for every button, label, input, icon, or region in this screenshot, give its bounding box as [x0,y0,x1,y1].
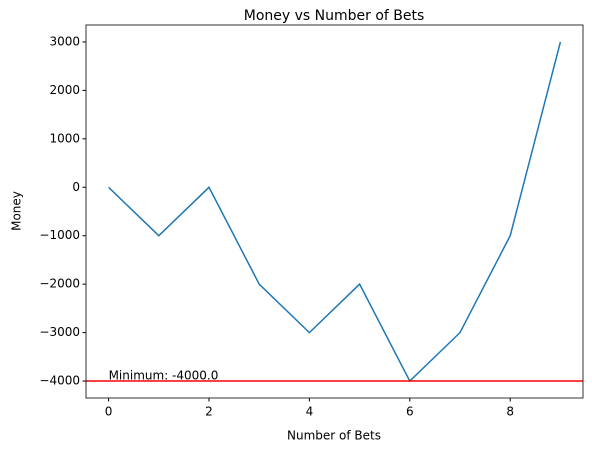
y-tick-label: 1000 [49,131,80,145]
y-axis-label: Money [10,191,24,231]
chart-title: Money vs Number of Bets [244,8,425,24]
x-tick-label: 4 [306,405,314,419]
y-tick-label: −2000 [39,277,80,291]
y-tick-label: 3000 [49,34,80,48]
line-series [108,41,562,383]
x-tick-label: 6 [406,405,414,419]
x-tick-label: 2 [205,405,213,419]
y-tick-label: −1000 [39,228,80,242]
minimum-annotation: Minimum: -4000.0 [109,369,219,383]
x-tick-label: 0 [105,405,113,419]
y-tick-label: 0 [72,180,80,194]
y-tick-label: −4000 [39,374,80,388]
x-tick-label: 8 [506,405,514,419]
y-tick-label: 2000 [49,83,80,97]
y-tick-label: −3000 [39,325,80,339]
x-axis-label: Number of Bets [287,429,381,443]
plot-frame [85,24,584,399]
